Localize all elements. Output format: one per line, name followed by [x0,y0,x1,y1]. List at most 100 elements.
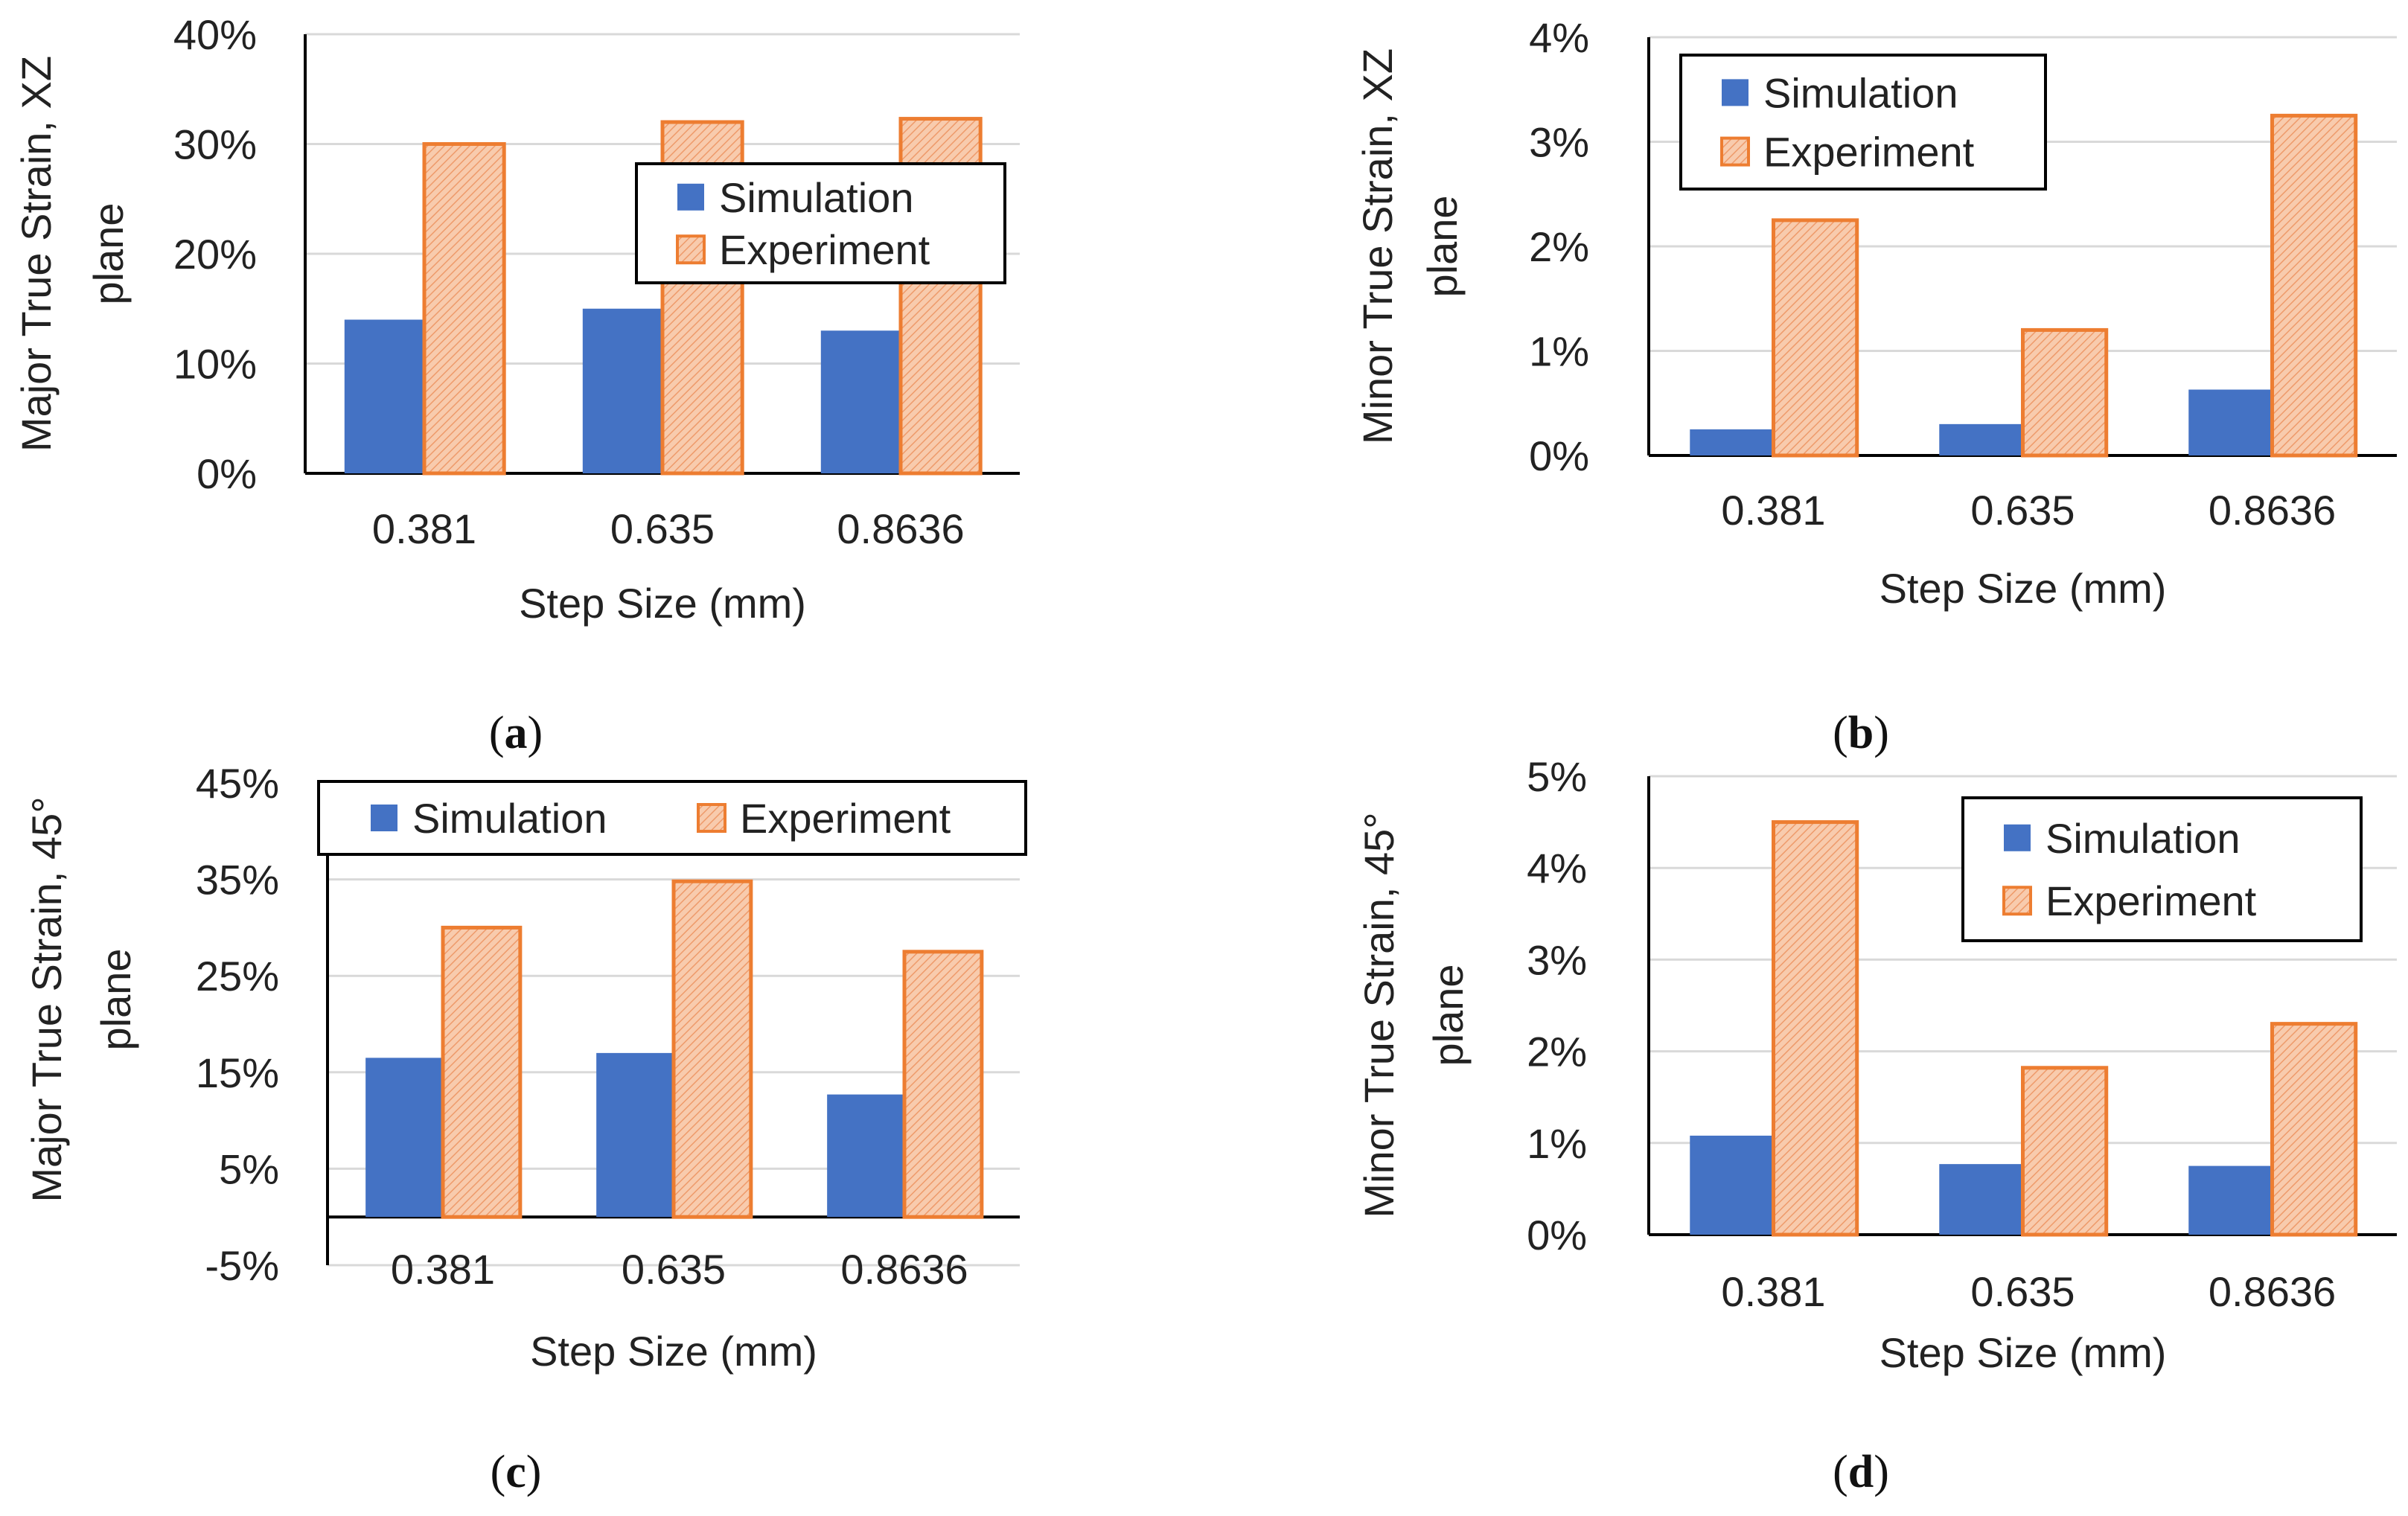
experiment-bar-0.635 [2021,327,2109,458]
simulation-bar-0.381 [365,1058,443,1218]
y-axis-title-line-1: Major True Strain, 45° [23,796,70,1202]
experiment-legend-label: Experiment [740,795,951,842]
simulation-bar-0.381 [344,319,424,473]
y-tick-label: 0% [197,450,257,497]
simulation-legend-label: Simulation [2045,815,2240,862]
x-axis-title: Step Size (mm) [1880,1329,2167,1376]
experiment-bar-0.381 [422,142,506,476]
simulation-legend-swatch [2004,824,2031,851]
experiment-legend-label: Experiment [1763,129,1975,176]
simulation-bar-0.635 [1939,1164,2023,1235]
legend: Simulation Experiment [1961,796,2363,942]
legend-box [317,780,1027,856]
experiment-bar-0.381 [1772,218,1859,458]
panel-label: (c) [491,1447,542,1497]
simulation-bar-0.8636 [827,1094,904,1218]
experiment-bar-0.381 [1772,820,1859,1237]
panel-label-letter: d [1848,1447,1874,1497]
x-category-label: 0.635 [610,505,715,552]
panel-label: (d) [1833,1447,1889,1497]
legend: Simulation Experiment [317,780,1027,856]
experiment-bar-0.8636 [902,950,984,1219]
experiment-bar-0.8636 [2270,1022,2358,1237]
simulation-legend-swatch [1722,79,1748,106]
x-axis-title: Step Size (mm) [530,1328,817,1375]
y-tick-label: 2% [1529,223,1589,270]
y-tick-label: 15% [196,1049,279,1096]
simulation-bar-0.8636 [820,330,901,473]
panel-label-letter: b [1848,708,1874,758]
legend-box [1961,796,2363,942]
legend-box [1679,54,2047,191]
y-tick-label: 40% [173,11,257,58]
simulation-bar-0.635 [1939,423,2023,455]
x-category-label: 0.8636 [840,1246,968,1293]
x-category-label: 0.8636 [837,505,964,552]
legend: Simulation Experiment [635,162,1006,284]
y-tick-label: 5% [1527,753,1587,800]
y-tick-label: -5% [205,1242,279,1289]
y-tick-label: 0% [1529,432,1589,479]
y-tick-label: 4% [1527,845,1587,892]
y-tick-label: 0% [1527,1212,1587,1258]
y-tick-label: 30% [173,121,257,168]
simulation-legend-swatch [371,805,397,831]
y-tick-label: 25% [196,953,279,1000]
chart-panel-b: 0% 1% 2% 3% 4% 0.381 0.635 0.8636 Step Size (mm)… [1354,14,2397,758]
simulation-bar-0.635 [582,308,662,473]
y-tick-label: 10% [173,341,257,388]
y-axis-title-line-2: plane [1425,964,1472,1066]
y-tick-label: 2% [1527,1029,1587,1075]
x-category-label: 0.381 [1721,487,1825,534]
x-category-label: 0.635 [1970,487,2075,534]
simulation-bar-0.8636 [2188,389,2273,455]
y-tick-label: 35% [196,857,279,903]
experiment-legend-swatch [676,234,706,265]
y-tick-label: 3% [1527,936,1587,983]
x-category-label: 0.8636 [2209,487,2336,534]
x-category-label: 0.381 [372,505,476,552]
experiment-bar-0.635 [2021,1066,2109,1237]
y-tick-label: 20% [173,231,257,278]
y-axis-title-line-1: Minor True Strain, 45° [1355,812,1402,1218]
chart-panel-d: 0% 1% 2% 3% 4% 5% 0.381 0.635 0.8636 Step Size (m… [1355,753,2397,1497]
panel-label-letter: c [505,1447,526,1497]
y-tick-label: 45% [196,760,279,807]
simulation-bar-0.635 [596,1052,674,1218]
legend: Simulation Experiment [1679,54,2047,191]
experiment-legend-swatch [2002,886,2032,916]
y-axis-title-line-2: plane [1419,195,1466,297]
y-tick-label: 4% [1529,14,1589,61]
y-tick-label: 1% [1529,328,1589,375]
x-category-label: 0.8636 [2209,1268,2336,1315]
x-axis-title: Step Size (mm) [1880,565,2167,612]
panel-label: (b) [1833,708,1889,758]
panel-label: (a) [489,708,543,758]
x-category-label: 0.381 [391,1246,495,1293]
chart-panel-a: 0% 10% 20% 30% 40% 0.381 0.635 0.8636 Step Size … [13,11,1020,758]
panel-label-letter: a [505,708,528,758]
y-axis-title-line-2: plane [92,948,139,1050]
y-tick-label: 1% [1527,1120,1587,1167]
simulation-legend-label: Simulation [719,174,913,221]
experiment-bar-0.381 [441,925,523,1219]
simulation-legend-label: Simulation [1763,69,1958,116]
experiment-legend-label: Experiment [719,226,930,273]
simulation-legend-label: Simulation [412,795,607,842]
simulation-bar-0.8636 [2188,1165,2273,1235]
experiment-legend-label: Experiment [2045,877,2257,924]
x-axis-title: Step Size (mm) [519,580,806,627]
experiment-bar-0.8636 [2270,113,2358,458]
y-axis-title-line-2: plane [85,202,132,304]
experiment-legend-swatch [1720,136,1750,167]
x-category-label: 0.381 [1721,1268,1825,1315]
simulation-legend-swatch [677,183,704,211]
y-tick-label: 5% [219,1145,279,1192]
experiment-legend-swatch [697,803,726,833]
simulation-bar-0.381 [1690,429,1774,455]
x-category-label: 0.635 [1970,1268,2075,1315]
chart-panel-c: -5% 5% 15% 25% 35% 45% 0.381 0.635 0.8636 Step Si… [23,760,1027,1497]
y-axis-title-line-1: Minor True Strain, XZ [1354,48,1401,444]
y-axis-title-line-1: Major True Strain, XZ [13,56,60,452]
